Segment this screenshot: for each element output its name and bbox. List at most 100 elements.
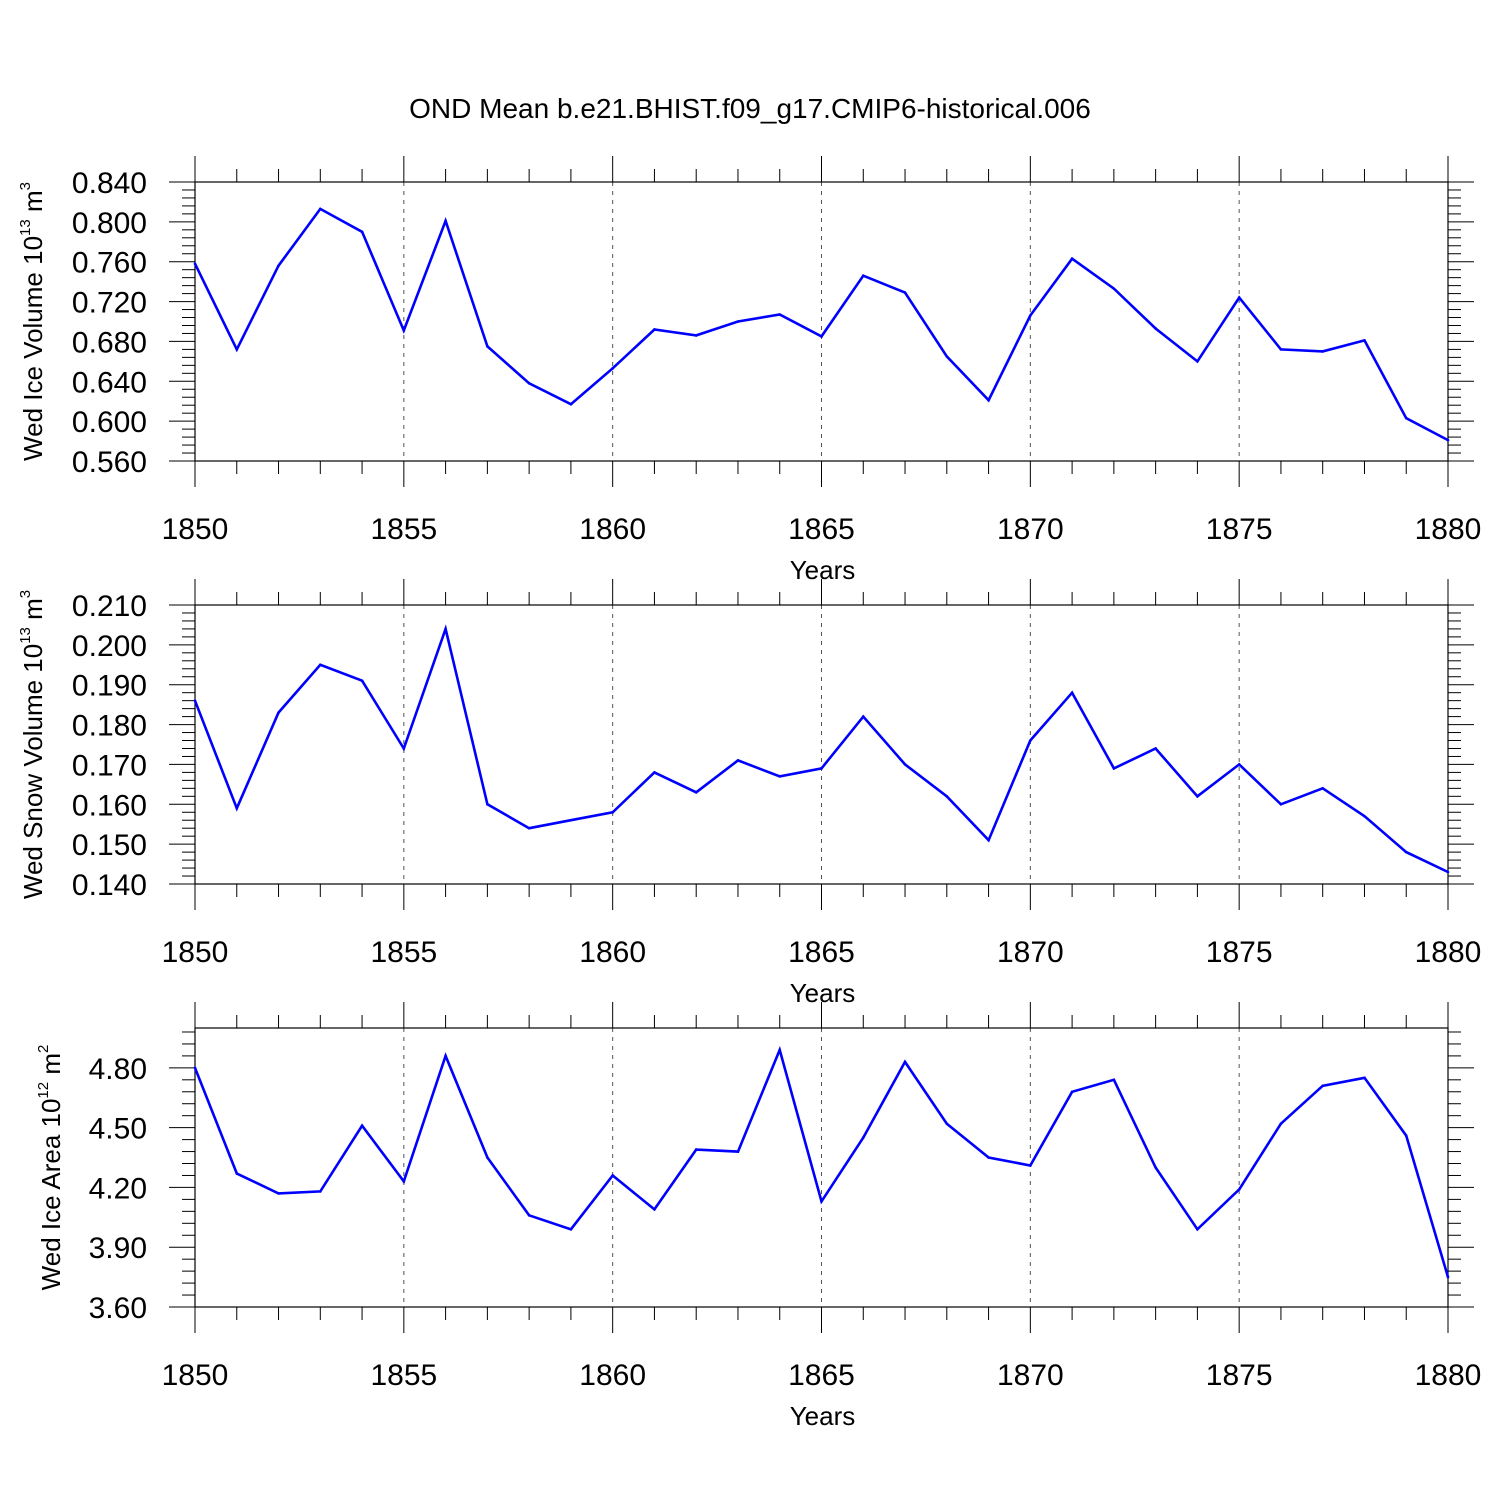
x-tick-label: 1860 (579, 1359, 646, 1392)
x-tick-label: 1860 (579, 513, 646, 546)
y-axis-label-sup: 13 (17, 627, 34, 644)
data-point (611, 810, 614, 814)
data-point (903, 291, 907, 294)
data-point (277, 264, 280, 268)
x-tick-label: 1870 (997, 936, 1064, 969)
data-point (820, 767, 823, 770)
y-tick-label: 0.600 (72, 406, 147, 439)
data-point (486, 802, 489, 806)
data-point (1154, 1166, 1157, 1169)
data-point (1321, 787, 1324, 790)
y-axis-label-sup: 3 (17, 590, 34, 598)
data-point (945, 355, 949, 358)
data-point (444, 219, 447, 223)
data-point (527, 381, 531, 385)
y-axis-label-part: m (36, 1053, 66, 1082)
x-tick-label: 1850 (162, 936, 229, 969)
x-tick-label: 1865 (788, 513, 855, 546)
y-axis-label-part: Wed Ice Volume 10 (18, 236, 48, 461)
y-tick-label: 0.560 (72, 446, 147, 479)
data-point (193, 699, 197, 702)
data-point (1363, 814, 1366, 818)
y-axis-label-part: m (18, 190, 48, 219)
y-tick-label: 0.840 (72, 167, 147, 200)
data-point (1237, 1188, 1241, 1191)
x-tick-label: 1870 (997, 513, 1064, 546)
y-tick-label: 0.200 (72, 630, 147, 663)
y-axis-label-part: Wed Ice Area 10 (36, 1099, 66, 1291)
data-point (277, 1192, 280, 1195)
x-tick-label: 1855 (370, 1359, 437, 1392)
x-tick-label: 1865 (788, 936, 855, 969)
x-axis-label: Years (790, 978, 856, 1008)
data-point (1279, 802, 1283, 806)
data-point (987, 398, 990, 402)
y-tick-label: 0.180 (72, 710, 147, 743)
y-tick-label: 0.140 (72, 869, 147, 902)
data-point (1404, 416, 1408, 420)
x-tick-label: 1870 (997, 1359, 1064, 1392)
y-tick-label: 3.90 (89, 1232, 147, 1265)
data-point (653, 771, 656, 774)
plot-frame (194, 181, 1449, 462)
panel-ice-volume: 0.560 0.600 0.640 0.680 0.720 0.760 0.800 0.840… (17, 156, 1481, 585)
data-point (1196, 360, 1199, 363)
data-point (1446, 870, 1450, 874)
data-point (319, 207, 322, 211)
data-point (736, 759, 740, 762)
data-point (694, 334, 698, 337)
x-tick-label: 1860 (579, 936, 646, 969)
data-point (1112, 767, 1116, 770)
y-tick-label: 0.190 (72, 670, 147, 703)
y-axis-label-sup: 12 (35, 1082, 52, 1099)
data-point (319, 1190, 322, 1193)
data-point (987, 1156, 990, 1159)
data-point (945, 1122, 949, 1125)
y-axis-label: Wed Ice Area 1012 m2 (35, 1045, 66, 1291)
data-point (1279, 1122, 1283, 1125)
y-tick-label: 4.50 (89, 1113, 147, 1146)
x-axis-label: Years (790, 1401, 856, 1431)
y-tick-label: 0.150 (72, 829, 147, 862)
data-point (569, 818, 573, 822)
data-point (653, 328, 656, 331)
chart-title: OND Mean b.e21.BHIST.f09_g17.CMIP6-histo… (409, 93, 1091, 124)
y-tick-label: 0.160 (72, 789, 147, 822)
y-tick-label: 0.170 (72, 749, 147, 782)
y-axis-label: Wed Snow Volume 1013 m3 (17, 590, 48, 899)
data-point (360, 679, 364, 683)
plot-frame (194, 1027, 1449, 1308)
x-tick-label: 1880 (1415, 936, 1482, 969)
data-point (1070, 1090, 1074, 1094)
data-point (486, 1156, 489, 1159)
data-point (1321, 350, 1324, 353)
data-point (1404, 1134, 1408, 1137)
data-point (360, 1124, 364, 1127)
y-axis-label-part: m (18, 598, 48, 627)
data-point (1363, 1076, 1366, 1080)
data-point (319, 663, 322, 667)
x-tick-label: 1875 (1206, 513, 1273, 546)
y-tick-label: 0.720 (72, 287, 147, 320)
data-point (360, 230, 364, 234)
data-point (1196, 795, 1199, 798)
y-axis-label-sup: 13 (17, 219, 34, 236)
data-point (1070, 691, 1074, 694)
y-tick-label: 4.20 (89, 1172, 147, 1205)
data-point (1196, 1227, 1199, 1231)
data-point (235, 348, 239, 351)
x-axis-label: Years (790, 555, 856, 585)
data-point (820, 1200, 823, 1203)
x-tick-label: 1865 (788, 1359, 855, 1392)
data-point (903, 763, 907, 766)
data-point (694, 791, 698, 794)
y-tick-label: 0.210 (72, 590, 147, 623)
data-point (736, 320, 740, 323)
data-point (527, 1214, 531, 1217)
data-point (736, 1150, 740, 1153)
panel-ice-area: 3.60 3.90 4.20 4.50 4.80 1850 1855 1860 1865 1870… (35, 1002, 1481, 1431)
plot-frame (194, 604, 1449, 885)
data-point (486, 345, 489, 348)
data-point (235, 1172, 239, 1175)
data-point (444, 627, 447, 631)
